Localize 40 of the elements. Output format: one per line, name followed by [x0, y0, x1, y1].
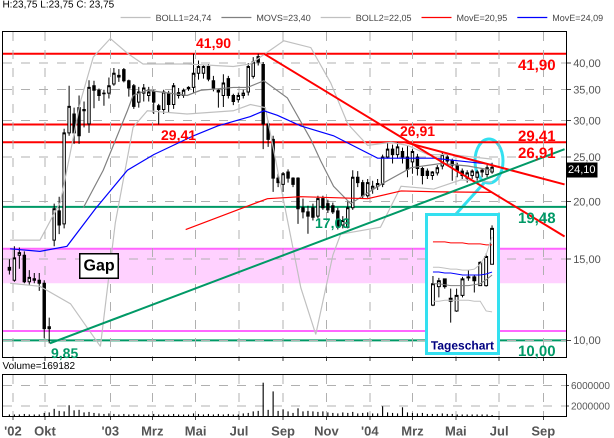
legend-label: BOLL1=24,74	[156, 13, 212, 24]
x-tick-label: Mai	[444, 424, 467, 438]
annotation: 26,91	[400, 123, 436, 139]
ref-line-label: 29,41	[518, 128, 556, 145]
ref-line-label: 26,91	[518, 145, 556, 162]
legend-label: MOVS=23,40	[256, 13, 311, 24]
legend-label: MovE=20,95	[456, 13, 508, 24]
y-tick-label: 6000000	[571, 380, 610, 392]
ref-line-label: 41,90	[518, 57, 556, 74]
legend-label: MovE=24,09	[552, 13, 604, 24]
y-tick-label: 15,00	[573, 254, 601, 266]
y-tick-label: 35,00	[573, 84, 601, 97]
legend-label: BOLL2=22,05	[356, 13, 412, 24]
annotation: 9,85	[51, 345, 78, 361]
annotation: 29,41	[161, 127, 196, 143]
text: 24,10	[568, 164, 596, 176]
x-tick-label: Sep	[531, 424, 556, 438]
x-tick-label: '03	[102, 424, 120, 438]
chart-title: Volume=169182	[2, 361, 76, 372]
y-tick-label: 10,00	[573, 335, 601, 348]
y-tick-label: 2000000	[571, 401, 610, 412]
annotation: 41,90	[196, 35, 232, 51]
chart-title: H:23,75 L:23,75 C: 23,75	[2, 0, 115, 11]
ref-line-label: 10,00	[518, 343, 556, 360]
band-label: Gap	[84, 258, 115, 274]
y-tick-label: 30,00	[573, 115, 601, 128]
x-tick-label: Nov	[314, 424, 340, 438]
y-tick-label: 40,00	[573, 58, 601, 70]
x-tick-label: Mrz	[401, 424, 424, 438]
x-tick-label: Jul	[230, 424, 248, 438]
y-tick-label: 20,00	[573, 196, 601, 208]
x-tick-label: '02	[4, 424, 22, 438]
x-tick-label: Mrz	[141, 424, 164, 438]
y-tick-label: 25,00	[573, 152, 601, 164]
x-tick-label: '04	[361, 424, 380, 438]
x-tick-label: Jul	[490, 424, 509, 438]
x-tick-label: Mai	[184, 424, 206, 438]
text: Tageschart	[430, 338, 494, 352]
x-tick-label: Sep	[271, 424, 296, 438]
x-tick-label: Okt	[34, 424, 56, 438]
